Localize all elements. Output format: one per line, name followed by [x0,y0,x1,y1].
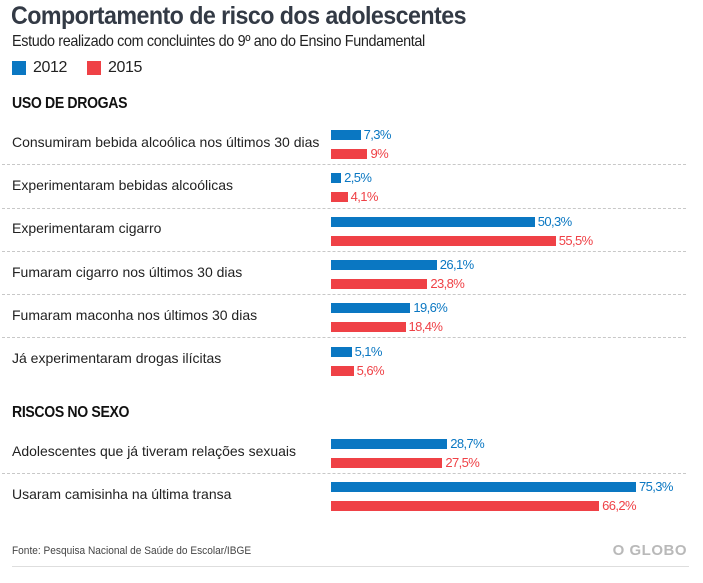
row-divider [2,337,686,339]
bar-2015 [331,149,368,159]
chart-row: Fumaram cigarro nos últimos 30 dias 26,1%… [0,252,686,296]
chart-row: Adolescentes que já tiveram relações sex… [0,431,686,475]
row-divider [2,294,686,296]
data-label-2015: 5,6% [356,362,385,378]
legend-label-2015: 2015 [108,59,142,76]
category-label: Experimentaram cigarro [12,220,162,237]
chart-title: Comportamento de risco dos adolescentes [11,2,467,30]
data-label-2012: 50,3% [537,213,572,229]
brand-logo: O GLOBO [612,542,687,559]
data-label-2012: 28,7% [450,436,485,451]
bar-2015 [331,501,600,512]
data-label-2015: 66,2% [602,498,636,514]
legend-label-2012: 2012 [33,59,67,76]
data-label-2012: 26,1% [439,256,474,272]
data-label-2015: 9% [370,146,389,161]
bar-2012 [331,303,411,314]
bar-2015 [331,365,354,376]
data-label-2012: 75,3% [638,479,673,495]
bottom-divider [12,566,689,567]
chart-row: Consumiram bebida alcoólica nos últimos … [0,122,686,166]
data-label-2012: 5,1% [354,343,383,359]
bar-2012 [331,439,448,449]
row-divider [2,164,686,166]
category-label: Já experimentaram drogas ilícitas [12,350,222,367]
legend: 2012 2015 [12,59,162,77]
legend-swatch-2015 [87,61,101,75]
row-divider [2,207,686,209]
category-label: Usaram camisinha na última transa [12,485,232,502]
data-label-2015: 55,5% [558,232,593,248]
legend-item-2012: 2012 [12,59,67,77]
bar-2015 [331,278,428,289]
section-heading: RISCOS NO SEXO [12,404,130,421]
bar-2015 [331,322,406,333]
bar-2012 [331,482,636,493]
chart-subtitle: Estudo realizado com concluintes do 9º a… [12,33,425,50]
bar-2012 [331,173,342,184]
data-label-2015: 18,4% [408,319,443,335]
legend-item-2015: 2015 [87,59,142,77]
data-label-2012: 2,5% [344,170,372,186]
chart-row: Fumaram maconha nos últimos 30 dias 19,6%… [0,295,686,339]
legend-swatch-2012 [12,61,26,75]
source-note: Fonte: Pesquisa Nacional de Saúde do Esc… [12,545,252,557]
data-label-2015: 23,8% [430,275,465,291]
chart-row: Já experimentaram drogas ilícitas 5,1% 5,6… [0,339,686,382]
category-label: Consumiram bebida alcoólica nos últimos … [12,133,320,150]
chart-row: Experimentaram cigarro 50,3% 55,5% [0,209,686,252]
row-divider [2,250,686,252]
row-divider [2,473,686,475]
category-label: Fumaram cigarro nos últimos 30 dias [12,263,243,280]
section-heading: USO DE DROGAS [12,95,128,112]
data-label-2012: 7,3% [363,127,392,142]
bar-2015 [331,458,443,468]
chart-row: Experimentaram bebidas alcoólicas 2,5% 4,1… [0,165,686,209]
chart-row: Usaram camisinha na última transa 75,3% 66… [0,474,686,517]
bar-2012 [331,216,535,227]
category-label: Fumaram maconha nos últimos 30 dias [12,306,258,323]
data-label-2015: 4,1% [350,189,379,205]
data-label-2012: 19,6% [413,300,448,316]
bar-2015 [331,235,556,246]
bar-2015 [331,192,348,203]
category-label: Experimentaram bebidas alcoólicas [12,176,233,193]
bar-2012 [331,346,352,357]
data-label-2015: 27,5% [445,455,480,470]
category-label: Adolescentes que já tiveram relações sex… [12,442,297,459]
bar-2012 [331,130,361,140]
bar-2012 [331,259,437,270]
